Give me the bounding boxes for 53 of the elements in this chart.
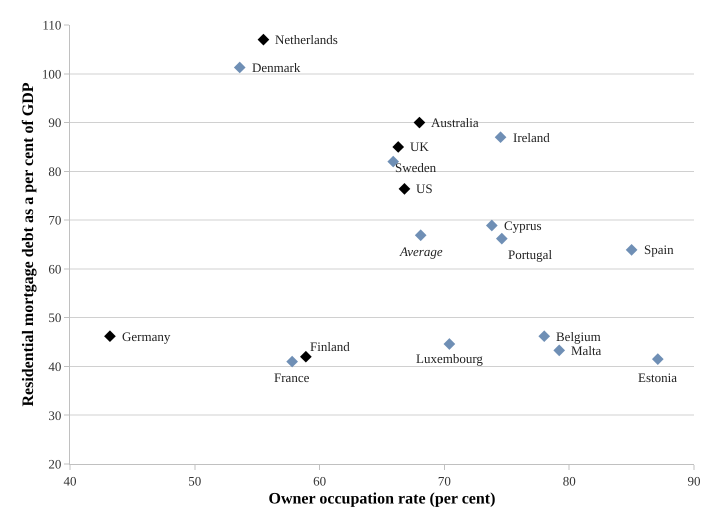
- point: [414, 229, 427, 242]
- annotation: Sweden: [395, 160, 437, 175]
- annotation: Cyprus: [504, 218, 542, 233]
- point: [300, 350, 312, 363]
- point: [258, 34, 270, 46]
- y-tick-label: 70: [48, 212, 62, 228]
- y-tick-label: 110: [42, 18, 62, 33]
- point: [444, 338, 456, 350]
- point: [538, 330, 550, 342]
- x-tick-label: 70: [438, 474, 451, 489]
- y-tick-label: 30: [48, 408, 62, 423]
- annotation: Netherlands: [275, 32, 338, 47]
- x-tick-label: 60: [313, 474, 326, 489]
- point: [494, 131, 506, 144]
- annotation: Portugal: [508, 247, 552, 262]
- point: [496, 232, 508, 244]
- point: [286, 356, 298, 368]
- x-tick-label: 80: [562, 474, 576, 489]
- x-tick-label: 50: [188, 474, 202, 489]
- annotation: US: [416, 181, 433, 196]
- annotation: Australia: [431, 115, 479, 130]
- annotation: France: [274, 370, 310, 385]
- point: [104, 330, 116, 342]
- annotation: Spain: [644, 242, 674, 257]
- annotation: Germany: [122, 329, 171, 344]
- annotation: Estonia: [638, 370, 678, 385]
- annotation: Ireland: [513, 130, 550, 145]
- point: [553, 344, 566, 356]
- annotation: UK: [410, 139, 430, 154]
- y-tick-label: 20: [48, 456, 62, 472]
- point: [398, 183, 410, 195]
- annotation: Average: [399, 244, 443, 259]
- x-axis-title: Owner occupation rate (per cent): [268, 490, 496, 508]
- point: [652, 353, 664, 365]
- annotation: Malta: [571, 343, 602, 358]
- point: [392, 141, 404, 153]
- y-axis-title: Residential mortgage debt as a per cent of GDP: [20, 82, 37, 407]
- annotation: Luxembourg: [416, 351, 484, 366]
- annotation: Finland: [310, 339, 350, 354]
- y-tick-label: 60: [48, 261, 62, 276]
- y-tick-label: 90: [48, 115, 62, 130]
- annotation: Belgium: [556, 329, 601, 344]
- y-tick-label: 80: [48, 164, 62, 179]
- point: [486, 220, 498, 232]
- y-tick-label: 50: [48, 310, 62, 326]
- annotation: Denmark: [252, 60, 301, 75]
- x-tick-label: 40: [64, 474, 76, 489]
- point: [626, 244, 638, 256]
- point: [414, 116, 426, 128]
- y-tick-label: 100: [42, 66, 62, 82]
- x-tick-label: 90: [688, 474, 700, 489]
- point: [234, 62, 246, 74]
- y-tick-label: 40: [48, 358, 62, 374]
